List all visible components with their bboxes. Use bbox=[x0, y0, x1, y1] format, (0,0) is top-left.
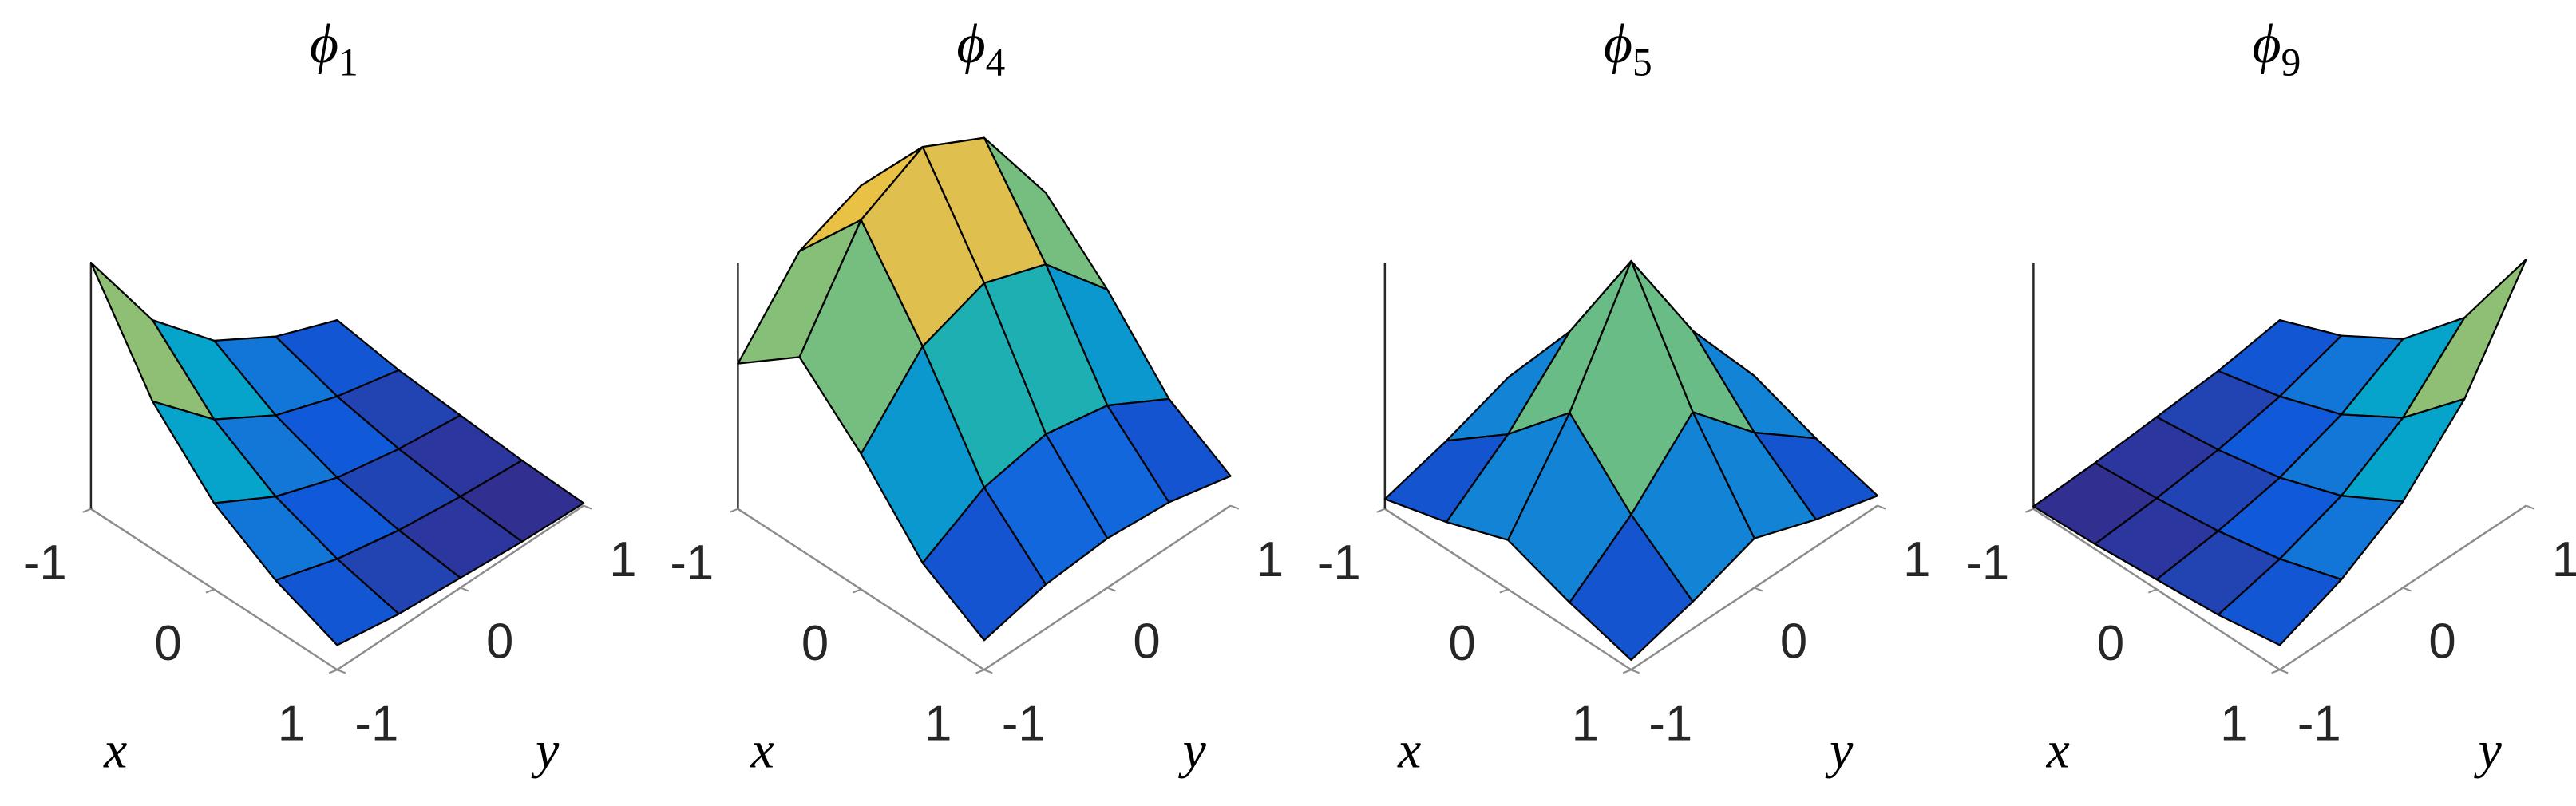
x-tick-label: 0 bbox=[801, 616, 829, 671]
panel-title: ϕ1 bbox=[310, 14, 358, 84]
x-tick-label: -1 bbox=[1965, 535, 2009, 591]
surface-panel: ϕ9 -1 0 1 -1 0 1 x y bbox=[1965, 14, 2576, 779]
x-tick-mark bbox=[2147, 588, 2158, 594]
x-tick-label: 0 bbox=[154, 616, 181, 671]
y-tick-label: 1 bbox=[1256, 532, 1284, 587]
y-tick-label: 0 bbox=[2428, 614, 2455, 670]
title-symbol: ϕ bbox=[310, 14, 338, 75]
y-tick-label: -1 bbox=[1002, 697, 1046, 752]
y-axis-label: y bbox=[1178, 721, 1207, 779]
x-tick-mark bbox=[1499, 588, 1509, 594]
surface-face bbox=[921, 486, 1047, 642]
y-tick-mark bbox=[2402, 587, 2412, 592]
x-tick-label: -1 bbox=[1317, 535, 1361, 591]
surface-face bbox=[1569, 513, 1694, 662]
y-tick-label: 0 bbox=[1133, 614, 1160, 670]
y-tick-mark bbox=[1230, 504, 1240, 510]
title-subscript: 4 bbox=[986, 41, 1006, 85]
title-symbol: ϕ bbox=[956, 14, 985, 75]
y-tick-mark bbox=[983, 669, 993, 674]
x-axis-label: x bbox=[1397, 721, 1421, 779]
x-tick-label: -1 bbox=[23, 535, 67, 591]
panel-title: ϕ9 bbox=[2252, 14, 2301, 84]
x-tick-label: 0 bbox=[2097, 616, 2124, 671]
panel-title: ϕ5 bbox=[1604, 14, 1652, 84]
x-tick-label: 1 bbox=[924, 697, 952, 752]
x-tick-mark bbox=[205, 588, 215, 594]
y-axis-label: y bbox=[1825, 721, 1854, 779]
y-tick-mark bbox=[583, 504, 592, 510]
x-tick-mark bbox=[2024, 508, 2034, 513]
x-tick-mark bbox=[2271, 669, 2281, 674]
x-tick-mark bbox=[853, 588, 862, 594]
surface-panel: ϕ5 -1 0 1 -1 0 1 x y bbox=[1317, 14, 1931, 779]
x-tick-mark bbox=[729, 508, 738, 513]
surface-face bbox=[2217, 558, 2343, 646]
x-tick-mark bbox=[975, 669, 985, 674]
x-axis-label: x bbox=[750, 721, 774, 779]
y-tick-label: 1 bbox=[2552, 532, 2576, 587]
title-subscript: 1 bbox=[338, 41, 358, 85]
title-symbol: ϕ bbox=[2252, 14, 2281, 75]
y-tick-mark bbox=[460, 587, 469, 592]
title-subscript: 5 bbox=[1632, 41, 1652, 85]
x-tick-label: 1 bbox=[278, 697, 305, 752]
title-symbol: ϕ bbox=[1604, 14, 1632, 75]
y-tick-mark bbox=[2526, 504, 2535, 510]
x-tick-mark bbox=[328, 669, 338, 674]
y-tick-mark bbox=[337, 669, 346, 674]
title-subscript: 9 bbox=[2281, 41, 2301, 85]
surface-panel: ϕ4 -1 0 1 -1 0 1 x y bbox=[670, 14, 1284, 779]
x-tick-label: 1 bbox=[1572, 697, 1599, 752]
surface-face bbox=[275, 558, 400, 646]
y-tick-mark bbox=[2279, 669, 2289, 674]
x-axis-label: x bbox=[2046, 721, 2070, 779]
y-axis-label: y bbox=[2474, 721, 2503, 779]
y-tick-label: -1 bbox=[2297, 697, 2341, 752]
x-tick-mark bbox=[82, 508, 92, 513]
panel-title: ϕ4 bbox=[956, 14, 1005, 84]
x-tick-mark bbox=[1376, 508, 1386, 513]
x-axis-label: x bbox=[103, 721, 127, 779]
y-tick-label: -1 bbox=[1648, 697, 1692, 752]
y-tick-mark bbox=[1754, 587, 1763, 592]
x-tick-label: -1 bbox=[670, 535, 714, 591]
y-tick-mark bbox=[1877, 504, 1886, 510]
y-tick-mark bbox=[1106, 587, 1116, 592]
x-tick-label: 0 bbox=[1448, 616, 1475, 671]
y-tick-label: 1 bbox=[609, 532, 636, 587]
y-tick-label: 0 bbox=[1780, 614, 1807, 670]
y-tick-label: 0 bbox=[486, 614, 513, 670]
y-axis-label: y bbox=[531, 721, 560, 779]
y-tick-label: -1 bbox=[354, 697, 398, 752]
x-tick-mark bbox=[1622, 669, 1632, 674]
x-tick-label: 1 bbox=[2220, 697, 2247, 752]
y-tick-label: 1 bbox=[1903, 532, 1930, 587]
y-tick-mark bbox=[1631, 669, 1640, 674]
